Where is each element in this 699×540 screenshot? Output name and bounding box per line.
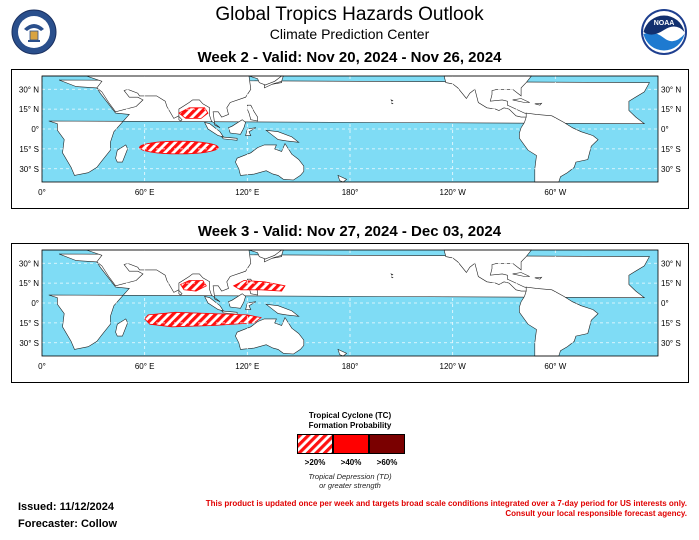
- lon-label: 180°: [342, 188, 359, 197]
- landmass: [42, 75, 282, 128]
- landmass: [220, 136, 238, 141]
- legend-swatch-20: [297, 434, 333, 454]
- landmass: [390, 99, 394, 102]
- lat-label-right: 15° N: [661, 279, 681, 288]
- lat-label-right: 30° N: [661, 85, 681, 94]
- forecaster-name: Forecaster: Collow: [18, 518, 118, 530]
- landmass: [235, 142, 305, 181]
- legend-swatch-40: [333, 434, 369, 454]
- map-canvas: 30° N 30° N 15° N 15° N 0° 0° 15° S 15° S 30° S 3…: [19, 75, 681, 197]
- landmass: [519, 286, 599, 357]
- disclaimer-line1: This product is updated once per week an…: [205, 499, 687, 508]
- landmass: [265, 129, 300, 143]
- issued-date: Issued: 11/12/2024: [18, 501, 115, 513]
- week3-title: Week 3 - Valid: Nov 27, 2024 - Dec 03, 2…: [197, 223, 502, 240]
- lon-label: 120° E: [235, 188, 259, 197]
- landmass: [42, 249, 282, 302]
- lon-label: 0°: [38, 188, 46, 197]
- landmass: [228, 119, 246, 135]
- landmass: [265, 303, 300, 317]
- week3-map: 30° N 30° N 15° N 15° N 0° 0° 15° S 15° S 30° S 3…: [11, 243, 689, 383]
- page-title: Global Tropics Hazards Outlook: [215, 4, 484, 25]
- landmass: [534, 276, 543, 280]
- lat-label-left: 0°: [31, 125, 39, 134]
- landmass: [391, 276, 394, 279]
- lat-label-left: 15° N: [19, 279, 39, 288]
- legend-title-line1: Tropical Cyclone (TC): [308, 411, 392, 420]
- lon-label: 180°: [342, 362, 359, 371]
- lat-label-right: 0°: [661, 299, 669, 308]
- page-subtitle: Climate Prediction Center: [269, 26, 430, 42]
- legend-title-line2: Formation Probability: [308, 421, 392, 430]
- lon-label: 120° W: [440, 362, 467, 371]
- noaa-logo-text: NOAA: [654, 20, 675, 27]
- lat-label-left: 0°: [31, 299, 39, 308]
- landmass: [228, 293, 246, 309]
- week2-title: Week 2 - Valid: Nov 20, 2024 - Nov 26, 2…: [197, 49, 502, 66]
- legend-label-20: >20%: [304, 458, 326, 467]
- landmass: [235, 316, 305, 355]
- lat-label-left: 30° N: [19, 259, 39, 268]
- landmass: [512, 272, 530, 277]
- lon-label: 120° W: [440, 188, 467, 197]
- legend-swatch-60: [369, 434, 405, 454]
- week2-map: 30° N 30° N 15° N 15° N 0° 0° 15° S 15° S 30° S 3…: [11, 69, 689, 209]
- lat-label-left: 30° S: [19, 165, 39, 174]
- lat-label-left: 15° S: [19, 319, 39, 328]
- landmass: [534, 102, 543, 106]
- legend-label-60: >60%: [376, 458, 398, 467]
- gridlines: [41, 250, 658, 356]
- landmass: [391, 102, 394, 105]
- landmass: [390, 273, 394, 276]
- lat-label-right: 0°: [661, 125, 669, 134]
- lat-label-left: 30° S: [19, 339, 39, 348]
- lat-label-right: 15° S: [661, 145, 681, 154]
- legend-label-40: >40%: [340, 458, 362, 467]
- lat-label-left: 15° N: [19, 105, 39, 114]
- landmass-group: [42, 75, 650, 183]
- landmass: [519, 112, 599, 183]
- legend-note-line2: or greater strength: [319, 481, 381, 490]
- lat-label-right: 15° S: [661, 319, 681, 328]
- landmass: [178, 289, 183, 296]
- lon-label: 60° E: [135, 362, 155, 371]
- tc-hazard-area: [139, 140, 219, 155]
- landmass: [247, 104, 258, 122]
- lon-label: 60° W: [544, 362, 566, 371]
- lon-label: 60° E: [135, 188, 155, 197]
- lon-label: 0°: [38, 362, 46, 371]
- disclaimer: This product is updated once per week an…: [187, 499, 687, 519]
- landmass: [512, 98, 530, 103]
- lon-label: 60° W: [544, 188, 566, 197]
- landmass-group: [42, 249, 650, 357]
- lat-label-left: 15° S: [19, 145, 39, 154]
- tc-hazard-area: [178, 107, 209, 119]
- noaa-logo: NOAA: [640, 8, 688, 56]
- lat-label-right: 30° S: [661, 339, 681, 348]
- map-canvas: 30° N 30° N 15° N 15° N 0° 0° 15° S 15° S 30° S 3…: [19, 249, 681, 371]
- lat-label-left: 30° N: [19, 85, 39, 94]
- landmass: [115, 318, 128, 337]
- landmass: [178, 115, 183, 122]
- lat-label-right: 15° N: [661, 105, 681, 114]
- lat-label-right: 30° S: [661, 165, 681, 174]
- legend-title: Tropical Cyclone (TC) Formation Probabil…: [280, 411, 420, 431]
- legend-note: Tropical Depression (TD) or greater stre…: [270, 472, 430, 490]
- landmass: [115, 144, 128, 163]
- disclaimer-line2: Consult your local responsible forecast …: [505, 509, 687, 518]
- doc-seal-logo: [11, 9, 57, 55]
- lat-label-right: 30° N: [661, 259, 681, 268]
- lon-label: 120° E: [235, 362, 259, 371]
- gridlines: [41, 76, 658, 182]
- legend-note-line1: Tropical Depression (TD): [308, 472, 392, 481]
